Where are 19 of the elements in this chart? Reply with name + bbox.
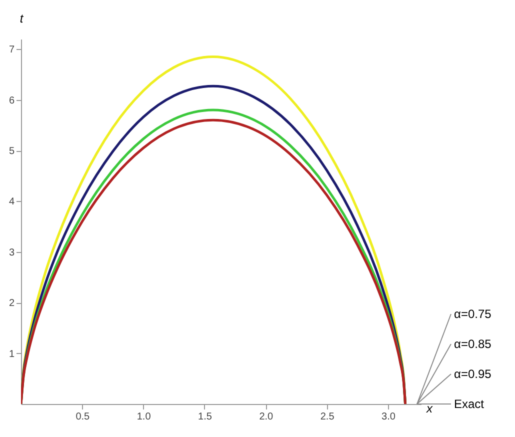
x-tick-label: 1.0 [136,412,152,422]
text: α=0.85 [454,337,492,351]
x-tick-label: 2.5 [320,412,335,422]
y-tick-label: 3 [8,247,15,258]
x-tick-label: 3.0 [382,412,396,422]
y-tick-label: 1 [8,348,15,360]
y-tick-label: 5 [8,146,15,158]
text: α=0.75 [454,307,492,321]
y-axis-title: t [20,12,24,26]
y-tick-label: 2 [8,298,15,310]
x-axis-title: x [426,402,434,416]
x-tick-label: 0.5 [76,412,90,422]
y-tick-label: 6 [8,95,15,106]
text: α=0.95 [454,367,492,381]
text: Exact [454,397,485,411]
x-tick-label: 2.0 [259,412,274,422]
x-tick-label: 1.5 [198,412,212,422]
y-tick-label: 4 [8,196,15,208]
y-tick-label: 7 [8,44,15,56]
